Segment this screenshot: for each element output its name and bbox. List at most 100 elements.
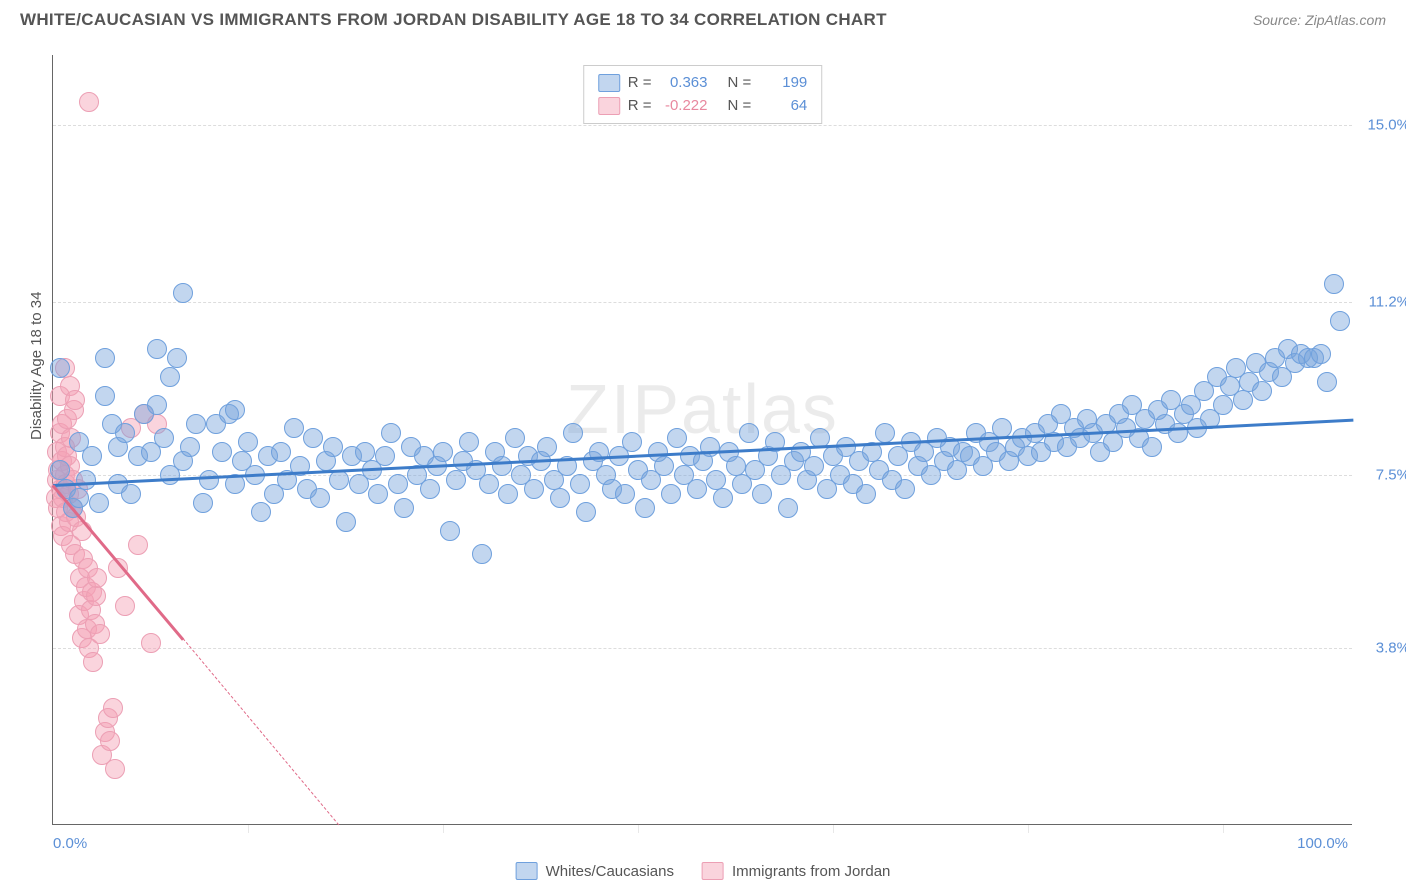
trend-line-dashed — [183, 639, 340, 826]
pink-point — [100, 731, 120, 751]
blue-point — [505, 428, 525, 448]
blue-point — [524, 479, 544, 499]
blue-point — [329, 470, 349, 490]
x-tick — [248, 825, 249, 833]
blue-point — [89, 493, 109, 513]
blue-point — [95, 348, 115, 368]
pink-point — [105, 759, 125, 779]
x-tick — [443, 825, 444, 833]
blue-point — [713, 488, 733, 508]
blue-point — [570, 474, 590, 494]
r-value-pink: -0.222 — [660, 95, 708, 118]
blue-point — [381, 423, 401, 443]
blue-point — [76, 470, 96, 490]
blue-point — [50, 460, 70, 480]
blue-point — [622, 432, 642, 452]
swatch-pink — [598, 97, 620, 115]
blue-point — [251, 502, 271, 522]
blue-point — [1324, 274, 1344, 294]
blue-point — [706, 470, 726, 490]
blue-point — [433, 442, 453, 462]
x-tick — [1028, 825, 1029, 833]
blue-point — [368, 484, 388, 504]
blue-point — [700, 437, 720, 457]
pink-point — [115, 596, 135, 616]
blue-point — [186, 414, 206, 434]
blue-point — [492, 456, 512, 476]
legend: Whites/Caucasians Immigrants from Jordan — [516, 862, 891, 880]
n-label: N = — [728, 95, 752, 118]
blue-point — [472, 544, 492, 564]
blue-point — [875, 423, 895, 443]
n-value-blue: 199 — [759, 72, 807, 95]
pink-point — [86, 586, 106, 606]
x-tick-label: 100.0% — [1297, 835, 1348, 852]
blue-point — [739, 423, 759, 443]
blue-point — [856, 484, 876, 504]
legend-label-blue: Whites/Caucasians — [546, 863, 674, 880]
blue-point — [147, 395, 167, 415]
y-tick-label: 7.5% — [1376, 467, 1406, 484]
blue-point — [752, 484, 772, 504]
pink-point — [128, 535, 148, 555]
r-label: R = — [628, 72, 652, 95]
blue-point — [167, 348, 187, 368]
blue-point — [563, 423, 583, 443]
blue-point — [310, 488, 330, 508]
blue-point — [1311, 344, 1331, 364]
y-tick-label: 15.0% — [1367, 117, 1406, 134]
blue-point — [147, 339, 167, 359]
stat-row-pink: R = -0.222 N = 64 — [598, 95, 808, 118]
blue-point — [440, 521, 460, 541]
chart-title: WHITE/CAUCASIAN VS IMMIGRANTS FROM JORDA… — [20, 10, 887, 30]
blue-point — [661, 484, 681, 504]
blue-point — [284, 418, 304, 438]
blue-point — [212, 442, 232, 462]
blue-point — [50, 358, 70, 378]
blue-point — [271, 442, 291, 462]
scatter-chart: ZIPatlas R = 0.363 N = 199 R = -0.222 N … — [52, 55, 1352, 825]
blue-point — [173, 283, 193, 303]
pink-point — [87, 568, 107, 588]
y-tick-label: 11.2% — [1369, 294, 1406, 311]
blue-point — [479, 474, 499, 494]
blue-point — [160, 367, 180, 387]
blue-point — [1252, 381, 1272, 401]
blue-point — [459, 432, 479, 452]
swatch-pink — [702, 862, 724, 880]
x-tick-label: 0.0% — [53, 835, 87, 852]
pink-point — [90, 624, 110, 644]
blue-point — [193, 493, 213, 513]
blue-point — [121, 484, 141, 504]
blue-point — [95, 386, 115, 406]
pink-point — [103, 698, 123, 718]
blue-point — [82, 446, 102, 466]
blue-point — [323, 437, 343, 457]
blue-point — [498, 484, 518, 504]
blue-point — [1168, 423, 1188, 443]
pink-point — [72, 521, 92, 541]
gridline-h — [53, 648, 1352, 649]
correlation-stats-box: R = 0.363 N = 199 R = -0.222 N = 64 — [583, 65, 823, 124]
blue-point — [446, 470, 466, 490]
n-value-pink: 64 — [759, 95, 807, 118]
legend-item-blue: Whites/Caucasians — [516, 862, 674, 880]
pink-point — [83, 652, 103, 672]
x-tick — [833, 825, 834, 833]
blue-point — [615, 484, 635, 504]
stat-row-blue: R = 0.363 N = 199 — [598, 72, 808, 95]
blue-point — [420, 479, 440, 499]
blue-point — [238, 432, 258, 452]
blue-point — [355, 442, 375, 462]
blue-point — [115, 423, 135, 443]
blue-point — [336, 512, 356, 532]
blue-point — [895, 479, 915, 499]
blue-point — [726, 456, 746, 476]
blue-point — [375, 446, 395, 466]
blue-point — [225, 400, 245, 420]
blue-point — [303, 428, 323, 448]
y-tick-label: 3.8% — [1376, 639, 1406, 656]
source-attribution: Source: ZipAtlas.com — [1253, 12, 1386, 28]
x-tick — [638, 825, 639, 833]
r-value-blue: 0.363 — [660, 72, 708, 95]
